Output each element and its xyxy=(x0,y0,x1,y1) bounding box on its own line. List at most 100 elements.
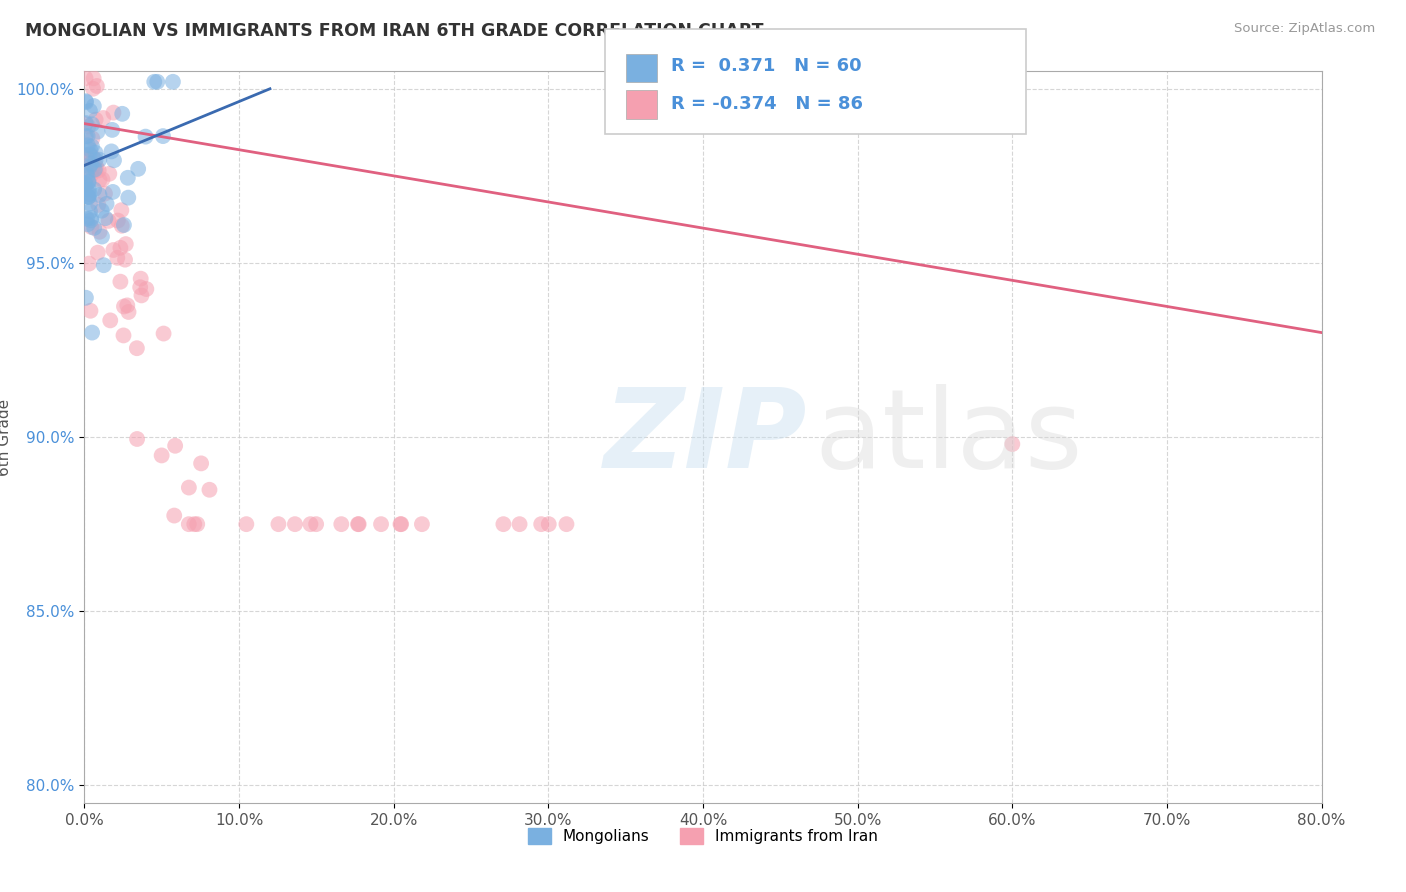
Point xyxy=(77,175,100,189)
Point xyxy=(79,204,101,219)
Point xyxy=(87,163,110,178)
Point xyxy=(82,150,104,164)
Point xyxy=(84,162,107,177)
Point xyxy=(146,75,169,89)
Point xyxy=(77,175,100,189)
Point xyxy=(330,517,353,532)
Point xyxy=(150,449,173,463)
Point xyxy=(94,186,117,201)
Point xyxy=(163,508,186,523)
Point xyxy=(75,177,97,191)
Y-axis label: 6th Grade: 6th Grade xyxy=(0,399,13,475)
Point xyxy=(114,252,136,267)
Point xyxy=(82,160,104,174)
Point xyxy=(96,196,118,211)
Point xyxy=(101,185,124,199)
Point xyxy=(77,190,100,204)
Point xyxy=(103,243,125,257)
Point xyxy=(79,196,101,211)
Point xyxy=(101,123,124,137)
Point xyxy=(79,187,101,202)
Point xyxy=(162,75,184,89)
Point xyxy=(82,131,104,145)
Point xyxy=(112,218,135,232)
Point xyxy=(186,517,208,532)
Point xyxy=(77,190,100,204)
Point xyxy=(77,138,100,153)
Point xyxy=(112,300,135,314)
Point xyxy=(389,517,412,532)
Point xyxy=(389,517,412,532)
Point xyxy=(305,517,328,532)
Point xyxy=(77,257,100,271)
Point xyxy=(411,517,433,532)
Point xyxy=(110,241,132,255)
Point xyxy=(76,211,98,226)
Point xyxy=(76,169,98,183)
Point xyxy=(76,129,98,144)
Point xyxy=(75,116,97,130)
Point xyxy=(79,143,101,157)
Point xyxy=(111,107,134,121)
Point xyxy=(97,214,120,228)
Point xyxy=(110,275,132,289)
Point xyxy=(177,517,200,532)
Point xyxy=(76,166,98,180)
Text: R = -0.374   N = 86: R = -0.374 N = 86 xyxy=(671,95,863,113)
Point xyxy=(87,198,110,212)
Point xyxy=(75,129,97,144)
Point xyxy=(107,213,129,227)
Point xyxy=(117,298,139,312)
Point xyxy=(75,182,97,196)
Point xyxy=(76,151,98,165)
Point xyxy=(89,188,111,202)
Point xyxy=(86,78,108,93)
Point xyxy=(76,217,98,231)
Point xyxy=(183,517,205,532)
Point xyxy=(79,103,101,118)
Point xyxy=(125,432,148,446)
Point xyxy=(347,517,370,532)
Point xyxy=(79,147,101,161)
Point xyxy=(103,153,125,168)
Text: atlas: atlas xyxy=(814,384,1083,491)
Point xyxy=(1001,437,1024,451)
Point xyxy=(117,191,139,205)
Point xyxy=(177,481,200,495)
Point xyxy=(90,203,112,218)
Point xyxy=(347,517,370,532)
Point xyxy=(105,251,128,265)
Point xyxy=(86,125,108,139)
Point xyxy=(94,211,117,226)
Point xyxy=(129,271,152,285)
Point xyxy=(83,162,105,177)
Point xyxy=(80,157,103,171)
Point xyxy=(80,211,103,225)
Point xyxy=(83,71,105,86)
Point xyxy=(143,75,166,89)
Point xyxy=(110,203,132,218)
Point xyxy=(79,160,101,174)
Point xyxy=(87,245,110,260)
Point xyxy=(80,213,103,227)
Point xyxy=(111,219,134,233)
Point xyxy=(83,220,105,235)
Text: Source: ZipAtlas.com: Source: ZipAtlas.com xyxy=(1234,22,1375,36)
Point xyxy=(91,111,114,125)
Point xyxy=(135,282,157,296)
Point xyxy=(152,326,174,341)
Point xyxy=(93,258,115,272)
Point xyxy=(91,172,114,186)
Point xyxy=(114,237,136,252)
Point xyxy=(112,328,135,343)
Point xyxy=(75,94,97,108)
Point xyxy=(98,167,121,181)
Text: ZIP: ZIP xyxy=(605,384,807,491)
Point xyxy=(89,225,111,239)
Text: MONGOLIAN VS IMMIGRANTS FROM IRAN 6TH GRADE CORRELATION CHART: MONGOLIAN VS IMMIGRANTS FROM IRAN 6TH GR… xyxy=(25,22,763,40)
Point xyxy=(267,517,290,532)
Point xyxy=(76,189,98,203)
Point xyxy=(103,105,125,120)
Point xyxy=(555,517,578,532)
Point xyxy=(73,177,96,191)
